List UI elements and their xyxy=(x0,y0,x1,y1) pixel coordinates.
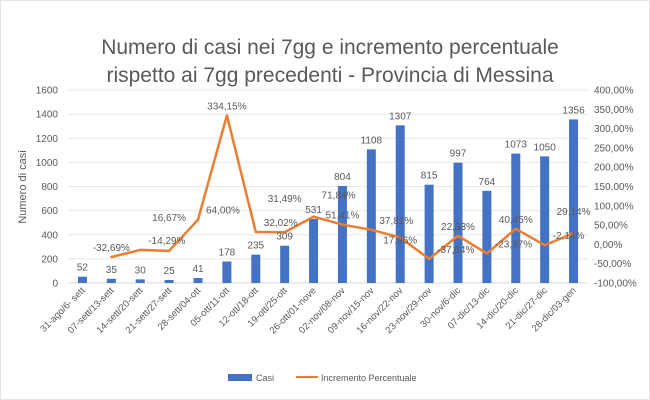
y-tick-label: 0 xyxy=(52,279,58,290)
bar-casi xyxy=(424,184,434,283)
bar-value-label: 815 xyxy=(421,171,438,182)
line-value-label: 16,67% xyxy=(152,213,186,224)
y2-tick-label: 200,00% xyxy=(594,163,634,174)
line-value-label: 51,41% xyxy=(325,211,359,222)
line-point xyxy=(283,231,286,234)
bar-value-label: 1356 xyxy=(562,105,585,116)
line-point xyxy=(427,257,431,261)
line-point xyxy=(485,252,489,255)
line-value-label: -37,64% xyxy=(437,245,474,256)
bar-value-label: 25 xyxy=(164,266,176,277)
bar-value-label: 764 xyxy=(479,177,496,188)
y-tick-label: 200 xyxy=(41,254,58,265)
line-point xyxy=(312,215,315,218)
y2-tick-label: 100,00% xyxy=(594,201,634,212)
bar-value-label: 52 xyxy=(77,263,89,274)
bar-casi xyxy=(482,190,492,283)
line-value-label: -32,69% xyxy=(93,243,130,254)
bar-value-label: 1073 xyxy=(505,140,528,151)
bar-casi xyxy=(251,254,261,283)
bar-casi xyxy=(193,278,203,283)
line-point xyxy=(196,218,200,221)
bar-value-label: 309 xyxy=(276,232,293,243)
line-point xyxy=(370,228,373,232)
bar-casi xyxy=(164,279,174,283)
line-point xyxy=(167,249,171,253)
y2-tick-label: 150,00% xyxy=(594,182,634,193)
bar-casi xyxy=(77,276,87,283)
legend: Casi Incremento Percentuale xyxy=(228,373,417,383)
bar-casi xyxy=(280,245,290,283)
line-value-label: 31,49% xyxy=(268,194,302,205)
line-value-label: -14,29% xyxy=(148,236,185,247)
y-axis-label: Numero di casi xyxy=(17,150,29,223)
line-point xyxy=(514,227,517,230)
y-tick-label: 1000 xyxy=(36,158,59,169)
y-tick-label: 1400 xyxy=(36,110,59,121)
y-tick-label: 400 xyxy=(41,230,58,241)
bar-value-label: 235 xyxy=(247,241,264,252)
chart-title-line-1: Numero di casi nei 7gg e incremento perc… xyxy=(101,36,559,59)
bar-value-label: 531 xyxy=(305,205,322,216)
bar-value-label: 178 xyxy=(219,248,236,259)
line-value-label: 40,45% xyxy=(499,215,533,226)
legend-swatch-casi xyxy=(228,374,252,381)
y2-tick-label: 400,00% xyxy=(594,86,634,97)
line-value-label: 71,84% xyxy=(322,191,356,202)
bar-value-label: 804 xyxy=(334,172,351,183)
legend-label-incremento: Incremento Percentuale xyxy=(321,373,417,383)
bar-casi xyxy=(106,278,116,283)
chart-title-line-2: rispetto ai 7gg precedenti - Provincia d… xyxy=(106,64,553,87)
bar-value-label: 1108 xyxy=(361,135,383,146)
line-point xyxy=(456,234,460,237)
line-point xyxy=(572,231,575,235)
line-value-label: 29,14% xyxy=(557,207,591,218)
line-point xyxy=(139,248,142,252)
line-value-label: 37,81% xyxy=(379,216,413,227)
bar-casi xyxy=(309,218,319,283)
bar-value-label: 30 xyxy=(135,265,147,276)
line-value-label: 32,02% xyxy=(264,218,298,229)
line-value-label: 64,00% xyxy=(206,206,240,217)
bar-value-label: 41 xyxy=(192,264,204,275)
line-point xyxy=(225,114,229,117)
bar-casi xyxy=(222,261,232,283)
bar-value-label: 1307 xyxy=(389,111,412,122)
line-value-label: 17,96% xyxy=(383,235,417,246)
y-tick-label: 1200 xyxy=(36,134,59,145)
y-tick-label: 800 xyxy=(41,182,58,193)
line-point xyxy=(110,255,113,259)
bar-value-label: 1050 xyxy=(534,142,557,153)
line-point xyxy=(399,236,402,239)
y2-tick-label: 50,00% xyxy=(594,221,628,232)
y2-tick-label: 350,00% xyxy=(594,105,634,116)
bar-casi xyxy=(453,162,463,283)
bar-casi xyxy=(395,125,405,283)
line-value-label: -23,37% xyxy=(495,239,532,250)
y2-tick-label: 300,00% xyxy=(594,124,634,135)
bar-casi xyxy=(540,156,550,283)
bar-casi xyxy=(366,149,376,283)
y2-tick-label: -50,00% xyxy=(594,259,631,270)
bar-casi xyxy=(337,186,347,283)
bar-casi xyxy=(569,119,579,284)
line-point xyxy=(254,230,257,234)
line-point xyxy=(543,244,546,247)
y-tick-label: 600 xyxy=(41,206,58,217)
y2-tick-label: 0,00% xyxy=(594,240,622,251)
legend-label-casi: Casi xyxy=(256,373,274,383)
line-value-label: 22,33% xyxy=(441,222,475,233)
y-tick-label: 1600 xyxy=(36,86,59,97)
y2-tick-label: 250,00% xyxy=(594,143,634,154)
bar-casi xyxy=(511,153,521,283)
bar-value-label: 35 xyxy=(106,265,118,276)
line-value-label: -2,14% xyxy=(553,231,585,242)
line-point xyxy=(341,223,344,226)
line-value-label: 334,15% xyxy=(207,101,247,112)
bar-casi xyxy=(135,279,145,283)
y2-tick-label: -100,00% xyxy=(594,279,637,290)
bar-value-label: 997 xyxy=(450,149,467,160)
